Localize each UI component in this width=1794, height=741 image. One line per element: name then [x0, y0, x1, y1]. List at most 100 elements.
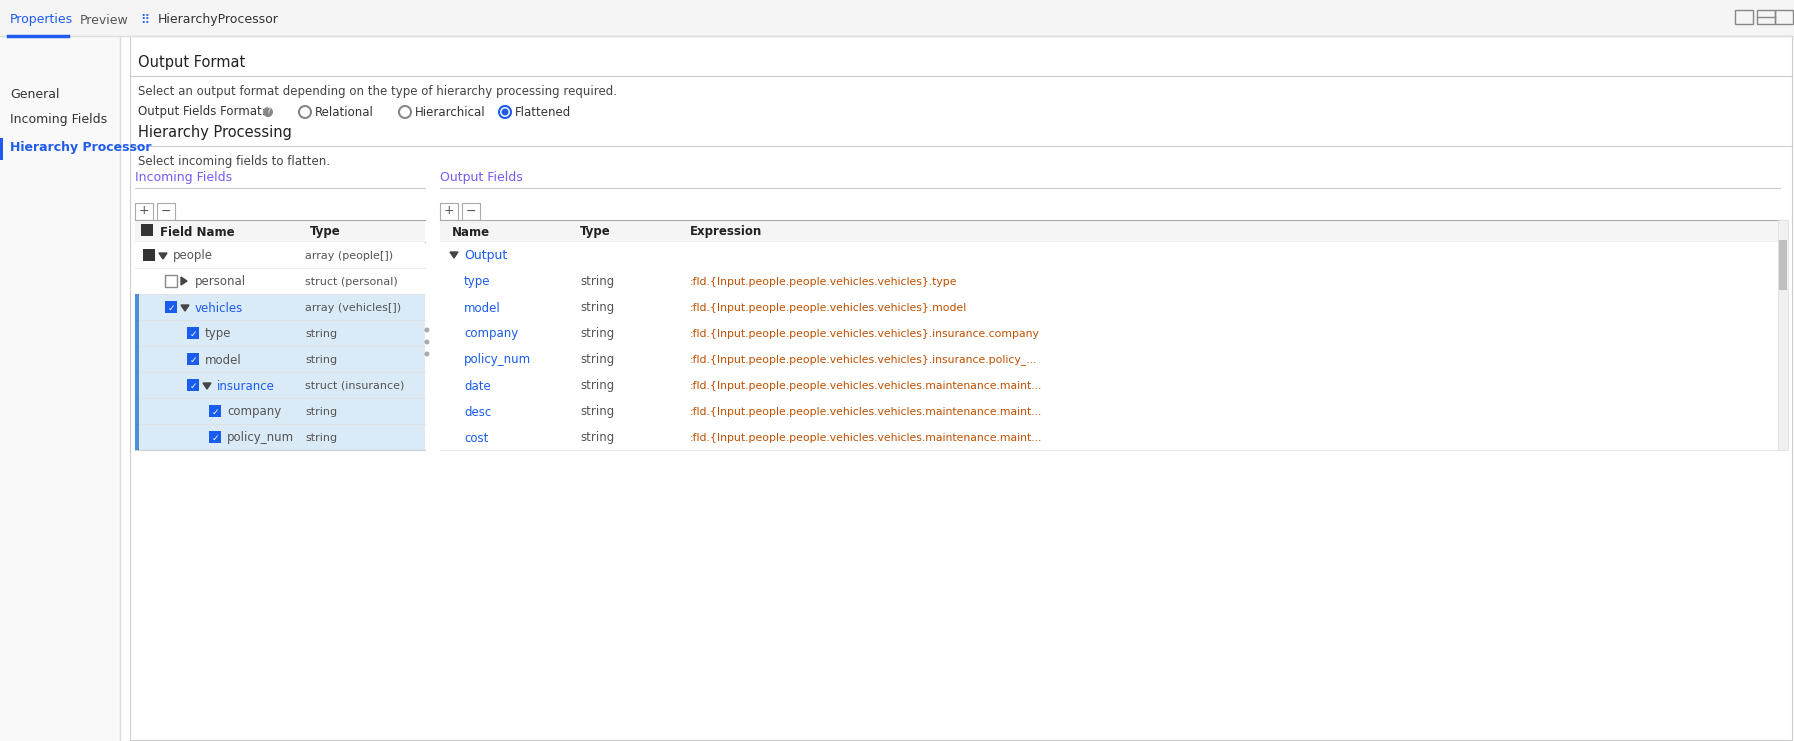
- Bar: [135, 294, 425, 320]
- Text: ✓: ✓: [167, 304, 174, 313]
- Circle shape: [425, 339, 429, 345]
- Bar: [135, 424, 425, 450]
- Text: struct (personal): struct (personal): [305, 277, 398, 287]
- Bar: [135, 372, 425, 398]
- Bar: [135, 220, 425, 242]
- Bar: [440, 398, 1780, 424]
- Bar: [208, 431, 221, 443]
- Text: :fld.{Input.people.people.vehicles.vehicles}.type: :fld.{Input.people.people.vehicles.vehic…: [691, 277, 958, 287]
- Polygon shape: [181, 277, 187, 285]
- Text: array (people[]): array (people[]): [305, 251, 393, 261]
- Bar: [135, 268, 425, 294]
- Text: policy_num: policy_num: [465, 353, 531, 367]
- Bar: [135, 320, 425, 346]
- Bar: [440, 424, 1780, 450]
- Text: string: string: [305, 433, 337, 443]
- Text: array (vehicles[]): array (vehicles[]): [305, 303, 402, 313]
- Bar: [440, 268, 1780, 294]
- Text: company: company: [465, 328, 518, 341]
- Text: :fld.{Input.people.people.vehicles.vehicles.maintenance.maint...: :fld.{Input.people.people.vehicles.vehic…: [691, 381, 1042, 391]
- Text: Hierarchy Processing: Hierarchy Processing: [138, 125, 292, 141]
- Polygon shape: [450, 252, 457, 258]
- Bar: [135, 398, 138, 424]
- Bar: [440, 346, 1780, 372]
- Text: General: General: [11, 88, 59, 102]
- Text: model: model: [205, 353, 242, 367]
- Bar: [187, 379, 199, 391]
- Text: insurance: insurance: [217, 379, 274, 393]
- Text: :fld.{Input.people.people.vehicles.vehicles}.insurance.policy_...: :fld.{Input.people.people.vehicles.vehic…: [691, 354, 1037, 365]
- Text: :fld.{Input.people.people.vehicles.vehicles.maintenance.maint...: :fld.{Input.people.people.vehicles.vehic…: [691, 407, 1042, 417]
- Bar: [135, 320, 138, 346]
- Text: :fld.{Input.people.people.vehicles.vehicles}.model: :fld.{Input.people.people.vehicles.vehic…: [691, 303, 967, 313]
- Bar: [135, 424, 138, 450]
- Text: type: type: [205, 328, 231, 341]
- Circle shape: [425, 328, 429, 333]
- Text: ✓: ✓: [188, 356, 197, 365]
- Text: people: people: [172, 250, 213, 262]
- Text: +: +: [138, 205, 149, 218]
- Text: type: type: [465, 276, 490, 288]
- Text: string: string: [579, 405, 614, 419]
- Bar: [1735, 10, 1753, 24]
- Text: string: string: [305, 355, 337, 365]
- Text: Expression: Expression: [691, 225, 762, 239]
- Text: Output Fields: Output Fields: [440, 171, 522, 185]
- Text: Incoming Fields: Incoming Fields: [11, 113, 108, 127]
- Bar: [165, 301, 178, 313]
- Text: Type: Type: [310, 225, 341, 239]
- Circle shape: [300, 106, 310, 118]
- Text: HierarchyProcessor: HierarchyProcessor: [158, 13, 278, 27]
- Text: Field Name: Field Name: [160, 225, 235, 239]
- Bar: [1756, 10, 1774, 24]
- Circle shape: [425, 351, 429, 356]
- Text: Incoming Fields: Incoming Fields: [135, 171, 231, 185]
- Text: −: −: [466, 205, 475, 218]
- Text: desc: desc: [465, 405, 492, 419]
- Text: ?: ?: [266, 107, 271, 116]
- Bar: [142, 224, 152, 236]
- Bar: [1774, 10, 1792, 24]
- Text: string: string: [579, 302, 614, 314]
- Circle shape: [502, 108, 508, 116]
- Circle shape: [264, 107, 273, 117]
- Bar: [208, 405, 221, 417]
- Text: ✓: ✓: [188, 382, 197, 391]
- Text: :fld.{Input.people.people.vehicles.vehicles}.insurance.company: :fld.{Input.people.people.vehicles.vehic…: [691, 329, 1041, 339]
- Text: personal: personal: [196, 276, 246, 288]
- Circle shape: [398, 106, 411, 118]
- Bar: [440, 242, 1780, 268]
- Text: Output Fields Format:: Output Fields Format:: [138, 105, 266, 119]
- Bar: [144, 249, 154, 261]
- Bar: [0, 0, 1794, 36]
- Bar: [1780, 240, 1787, 290]
- Text: string: string: [305, 407, 337, 417]
- Text: Preview: Preview: [81, 13, 129, 27]
- Text: Output Format: Output Format: [138, 56, 246, 70]
- Bar: [440, 220, 1780, 242]
- Text: ✓: ✓: [212, 433, 219, 442]
- Text: ⠿: ⠿: [140, 13, 149, 27]
- Text: ✓: ✓: [188, 330, 197, 339]
- Text: Relational: Relational: [316, 105, 373, 119]
- Text: Output: Output: [465, 250, 508, 262]
- Polygon shape: [160, 253, 167, 259]
- Polygon shape: [203, 383, 212, 389]
- Bar: [135, 203, 152, 220]
- Text: string: string: [579, 276, 614, 288]
- Polygon shape: [181, 305, 188, 311]
- Text: vehicles: vehicles: [196, 302, 244, 314]
- Bar: [135, 398, 425, 424]
- Text: string: string: [579, 353, 614, 367]
- Text: +: +: [443, 205, 454, 218]
- Text: −: −: [161, 205, 170, 218]
- Bar: [187, 327, 199, 339]
- Text: Flattened: Flattened: [515, 105, 570, 119]
- Circle shape: [499, 106, 511, 118]
- Text: Type: Type: [579, 225, 610, 239]
- Text: date: date: [465, 379, 492, 393]
- Bar: [440, 294, 1780, 320]
- Bar: [440, 320, 1780, 346]
- Bar: [0, 138, 4, 160]
- Text: Name: Name: [452, 225, 490, 239]
